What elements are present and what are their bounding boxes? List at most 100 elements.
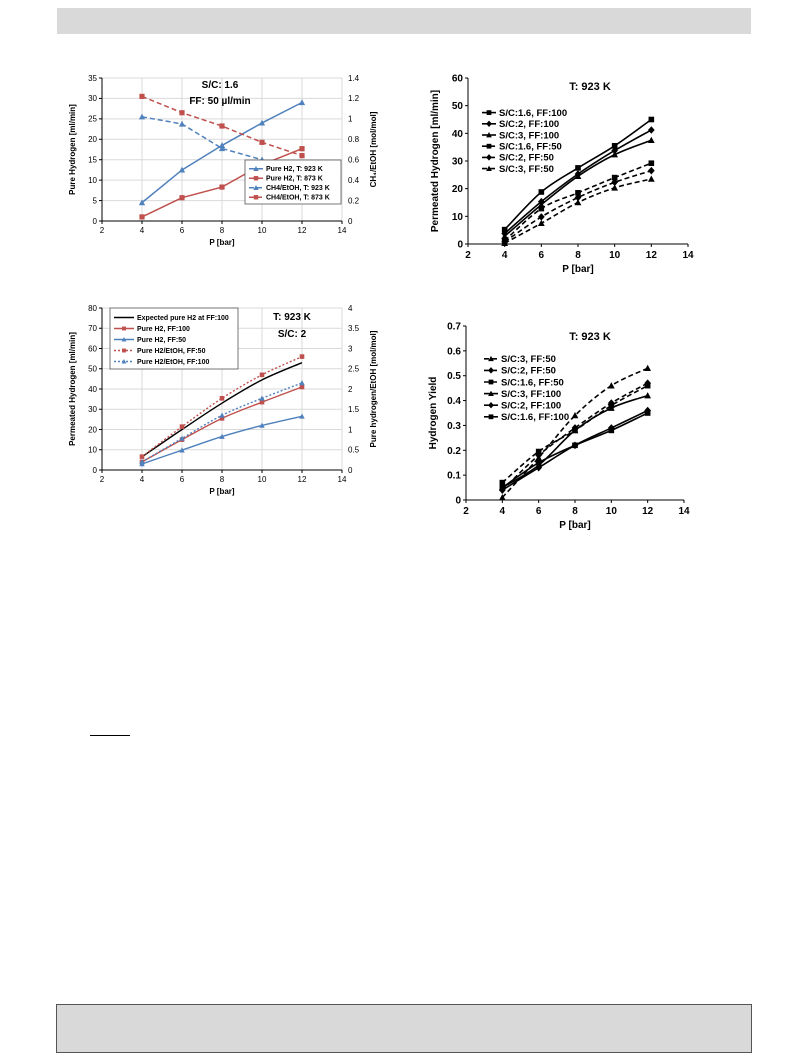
x-tick-label: 12 [646,250,658,261]
data-point [501,232,509,240]
legend-marker [486,132,492,138]
y2-tick-label: 1.5 [348,405,360,414]
x-tick-label: 2 [463,506,469,517]
legend-label: S/C:1.6, FF:50 [499,142,562,153]
legend-marker [486,143,492,149]
y-tick-label: 15 [88,156,97,165]
y2-tick-label: 0 [348,466,353,475]
y2-tick-label: 2.5 [348,365,360,374]
data-point [259,372,265,378]
y2-tick-label: 0.8 [348,135,360,144]
x-tick-label: 14 [682,250,694,261]
y2-tick-label: 1.4 [348,74,360,83]
data-point [299,153,305,159]
data-point [647,175,655,182]
data-point [644,382,651,389]
legend-label: S/C:2, FF:100 [499,119,559,130]
y2-axis-title: Pure hydrogen/EtOH [mol/mol] [369,330,378,447]
data-point [575,165,581,171]
legend: Pure H2, T: 923 K Pure H2, T: 873 K CH4/Et… [244,159,342,205]
chart-hydrogen-yield: 2 4 6 8 10 12 14 0 0.1 0.2 0.3 0.4 0.5 0.6 0.7 P [bar] H… [428,322,690,532]
series-group [501,136,655,240]
chart-permeated-hydrogen-sc-ff: 2 4 6 8 10 12 14 0 10 20 30 40 50 60 P [bar] Permeated … [430,74,694,276]
series-group [139,93,305,159]
series-line [141,362,303,458]
x-tick-label: 6 [180,475,185,484]
x-tick-label: 14 [678,506,690,517]
series-line [141,355,303,458]
chart-annotation: S/C: 1.6 [202,80,239,91]
data-point [178,166,186,173]
legend: Expected pure H2 at FF:100 Pure H2, FF:10… [109,307,239,370]
data-point [139,454,145,459]
data-point [139,93,145,99]
x-tick-label: 4 [140,226,145,235]
data-point [299,380,305,386]
data-point [611,151,619,158]
x-tick-label: 10 [258,475,267,484]
x-tick-label: 14 [338,475,347,484]
legend-marker [253,184,259,190]
legend-marker [486,110,492,115]
x-tick-label: 2 [465,250,471,261]
data-point [138,199,146,206]
data-point [607,404,615,411]
legend-label: Pure H2, FF:100 [137,326,190,333]
legend-marker [253,176,259,181]
y-tick-label: 20 [452,184,464,195]
x-tick-label: 6 [539,250,545,261]
y2-axis-title: CH₄/EtOH [mol/mol] [369,111,378,187]
data-point [259,395,265,401]
y-tick-label: 0.1 [447,471,461,482]
series-group [139,354,305,459]
data-point [258,119,266,126]
y-tick-label: 20 [88,425,97,434]
legend-label: CH4/EtOH, T: 923 K [266,185,330,192]
data-point [259,422,265,428]
data-point [608,427,615,434]
legend-marker [253,195,259,200]
series-group [501,175,655,246]
data-point [535,448,542,455]
y-tick-label: 5 [93,196,98,205]
data-point [259,139,265,145]
data-point [259,399,265,405]
y-tick-label: 10 [88,446,97,455]
data-point [611,142,618,149]
legend-label: Pure H2, T: 873 K [266,176,323,183]
data-point [571,411,579,419]
y-tick-label: 0.3 [447,421,461,432]
legend-label: CH4/EtOH, T: 873 K [266,195,330,202]
x-tick-label: 2 [100,475,105,484]
data-point [647,136,655,144]
x-tick-label: 4 [500,506,506,517]
data-point [572,442,578,449]
y-tick-label: 20 [88,135,97,144]
series-line [501,382,649,491]
data-point [501,239,509,246]
y-tick-label: 0.7 [447,322,461,333]
data-point [179,424,185,429]
data-point [611,174,618,181]
data-point [179,110,185,116]
y-tick-label: 10 [88,176,97,185]
legend-label: Pure H2, FF:50 [137,337,186,344]
legend-label: S/C:3, FF:50 [501,354,556,365]
data-point [218,145,226,152]
y2-tick-label: 4 [348,304,353,313]
legend-marker [253,165,259,171]
y-axis-title: Permeated Hydrogen [ml/min] [430,90,441,232]
y-tick-label: 25 [88,115,97,124]
y2-tick-label: 3 [348,344,353,353]
x-tick-label: 6 [180,226,185,235]
y-tick-label: 10 [452,212,464,223]
y2-tick-label: 3.5 [348,324,360,333]
header-bar [57,8,751,34]
y-tick-label: 0.6 [447,346,461,357]
series-line [504,169,652,243]
legend-marker [486,120,492,128]
data-point [139,459,145,465]
data-point [647,166,655,175]
y-tick-label: 30 [452,157,464,168]
